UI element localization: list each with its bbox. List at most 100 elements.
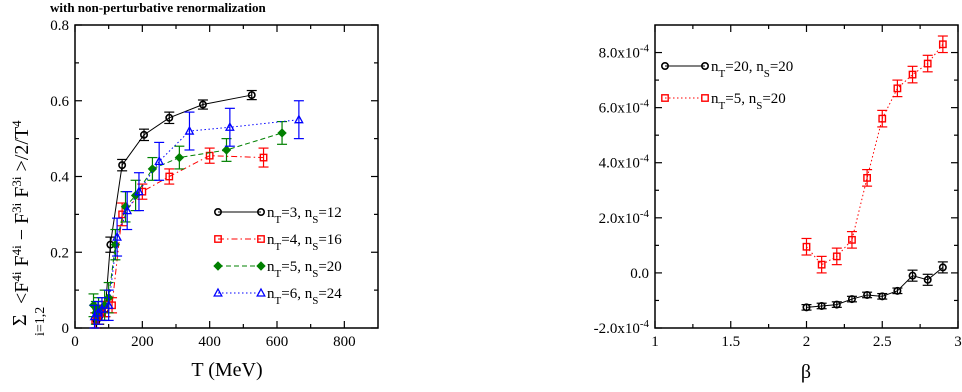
y-tick-label: 0 [62,321,70,337]
right-x-axis-label: β [801,361,811,383]
right-x-ticks: 1 1.5 2 2.5 3 [651,25,962,350]
legend-marker [213,261,223,271]
legend-marker [256,208,265,217]
series-line [806,267,944,308]
data-point [259,153,268,162]
legend-marker [660,61,669,70]
y-tick-label: 2.0x10-4 [599,208,650,227]
left-y-axis-main-expr: 4i F4i − F3i F3i >/2/T4 [9,120,34,282]
left-y-axis-main: <F4i F4i − F3i F3i >/2/T4 [9,120,34,304]
data-point [938,40,947,49]
legend-entry-2: nT=4, nS=16 [214,232,342,253]
data-point [174,152,185,163]
left-x-axis-label: T (MeV) [191,359,262,381]
y-tick-label: 0.8 [50,18,69,34]
series-3 [88,120,288,325]
data-point [184,125,195,135]
x-tick-label: 3 [954,334,962,350]
legend-marker [257,235,265,243]
legend-marker [701,94,709,102]
data-point [277,128,287,138]
legend-marker [256,261,266,271]
legend-label: nT=5, nS=20 [711,91,786,112]
x-tick-label: 800 [333,334,356,350]
left-series [88,89,304,329]
data-point [878,114,887,123]
series-2 [801,35,948,274]
legend-entry-1: nT=3, nS=12 [214,205,342,226]
left-y-axis-sum-sub: i=1,2 [33,307,48,336]
data-point [878,292,887,301]
data-point [134,186,144,196]
data-point [224,121,235,131]
data-point [221,145,232,155]
x-tick-label: 400 [198,334,221,350]
y-tick-label: -2.0x10-4 [594,318,650,337]
data-point [118,161,127,170]
right-y-ticks: -2.0x10-4 0.0 2.0x10-4 4.0x10-4 6.0x10-4 8.0x… [594,43,958,337]
x-tick-label: 200 [131,334,154,350]
left-panel: 0 200 400 600 800 00.20.40.60.8 nT=3, nS=12n… [9,18,379,381]
data-point [165,172,174,181]
data-point [247,91,256,100]
series-4 [89,100,304,329]
y-tick-label: 0.0 [630,266,649,282]
series-line [96,94,252,321]
data-point [923,275,932,284]
data-point [938,263,947,272]
y-tick-label: 4.0x10-4 [599,153,650,172]
legend-entry-3: nT=5, nS=20 [213,259,342,280]
data-point [112,231,122,241]
legend-label: nT=5, nS=20 [267,259,342,280]
data-point [893,286,902,295]
data-point [908,70,917,79]
series-line [94,119,299,317]
x-tick-label: 2.5 [873,334,892,350]
right-series [801,35,948,312]
left-y-axis-main-head: <F [11,282,33,304]
data-point [863,173,872,182]
left-y-ticks: 0 0.2 0.4 0.6 0.8 [50,18,378,337]
x-tick-label: 1.5 [721,334,740,350]
left-y-axis-label: Σ i=1,2 <F4i F4i − F3i F3i >/2/T4 [9,120,49,336]
x-tick-label: 0 [71,334,79,350]
x-tick-label: 1 [651,334,659,350]
y-tick-label: 0.6 [50,94,69,110]
data-point [817,260,826,269]
data-point [848,235,856,244]
legend-marker [213,287,223,297]
legend-entry-4: nT=6, nS=24 [213,286,342,307]
left-legend: nT=3, nS=12 nT=4, nS=16 nT=5, nS=20 nT=6, n… [213,205,342,307]
data-point [832,300,841,309]
data-point [165,113,174,122]
data-point [97,303,107,313]
x-tick-label: 600 [266,334,289,350]
legend-label: nT=3, nS=12 [267,205,342,226]
legend-entry-2: nT=5, nS=20 [661,91,786,112]
x-tick-label: 2 [803,334,811,350]
data-point [893,84,902,93]
y-tick-label: 6.0x10-4 [599,98,650,117]
legend-label: nT=6, nS=24 [267,286,342,307]
legend-marker [214,208,223,217]
data-point [908,271,917,280]
legend-marker [661,94,669,102]
data-point [122,205,133,215]
right-legend: nT=20, nS=20 nT=5, nS=20 [660,59,793,112]
series-line [806,43,944,266]
data-point [817,301,826,310]
data-point [103,299,114,309]
data-point [832,252,841,261]
legend-label: nT=20, nS=20 [711,59,793,80]
top-note: with non-perturbative renormalization [50,0,266,15]
legend-marker [700,61,709,70]
data-point [802,303,811,312]
legend-marker [256,287,266,297]
legend-marker [214,235,222,243]
data-point [140,130,149,139]
data-point [847,295,856,304]
data-point [198,100,207,109]
data-point [293,114,304,124]
legend-label: nT=4, nS=16 [267,232,342,253]
